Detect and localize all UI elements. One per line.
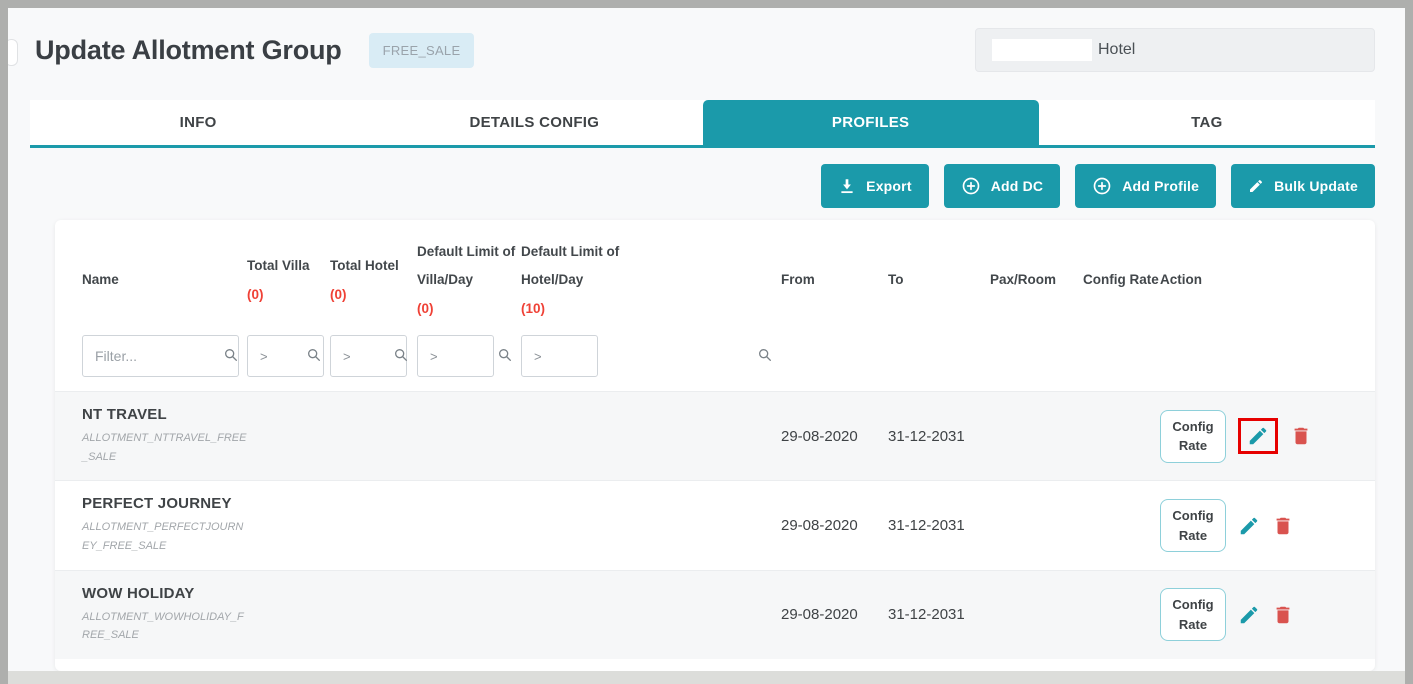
sidebar-handle[interactable] [8, 39, 18, 66]
total-villa-filter-input[interactable] [247, 335, 324, 378]
to-date: 31-12-2031 [888, 606, 965, 624]
tab-tag[interactable]: TAG [1191, 114, 1223, 131]
column-header-pax-room[interactable]: Pax/Room [990, 272, 1057, 288]
delete-trash-icon[interactable] [1272, 604, 1294, 626]
profile-code: ALLOTMENT_NTTRAVEL_FREE_SALE [82, 432, 247, 463]
config-rate-button[interactable]: Config Rate [1160, 499, 1226, 553]
table-row: NT TRAVEL ALLOTMENT_NTTRAVEL_FREE_SALE 2… [55, 391, 1375, 481]
profiles-table-card: Name Total Villa (0) Total Hotel (0) Def… [55, 220, 1375, 671]
magnifier-icon [757, 347, 773, 368]
profile-name: NT TRAVEL [82, 406, 167, 424]
add-dc-button-label: Add DC [990, 178, 1044, 194]
action-cell: Config Rate [1160, 499, 1348, 553]
magnifier-icon [306, 347, 322, 368]
column-header-to[interactable]: To [888, 272, 904, 288]
default-limit-hotel-filter [521, 335, 781, 378]
plus-circle-icon [961, 176, 981, 196]
filter-row [55, 327, 1375, 391]
action-cell: Config Rate [1160, 588, 1348, 642]
page-header: Update Allotment Group FREE_SALE Hotel [35, 28, 1375, 72]
add-dc-button[interactable]: Add DC [943, 164, 1061, 208]
to-date: 31-12-2031 [888, 517, 965, 535]
column-header-name[interactable]: Name [82, 272, 119, 288]
default-limit-hotel-filter-input[interactable] [521, 335, 598, 378]
column-header-total-hotel[interactable]: Total Hotel (0) [330, 252, 417, 309]
table-header-row: Name Total Villa (0) Total Hotel (0) Def… [55, 220, 1375, 327]
edit-highlight-box [1238, 418, 1278, 455]
delete-trash-icon[interactable] [1272, 515, 1294, 537]
tab-info[interactable]: INFO [179, 114, 217, 131]
table-row: WOW HOLIDAY ALLOTMENT_WOWHOLIDAY_FREE_SA… [55, 569, 1375, 660]
table-row: PERFECT JOURNEY ALLOTMENT_PERFECTJOURNEY… [55, 480, 1375, 569]
edit-pencil-icon[interactable] [1247, 425, 1269, 447]
property-type-label: Hotel [1098, 41, 1136, 58]
to-date: 31-12-2031 [888, 427, 965, 445]
default-limit-villa-filter [417, 335, 521, 378]
plus-circle-icon [1092, 176, 1112, 196]
profile-name: WOW HOLIDAY [82, 584, 195, 602]
window-bottom-strip [8, 671, 1405, 684]
name-cell: WOW HOLIDAY ALLOTMENT_WOWHOLIDAY_FREE_SA… [82, 585, 247, 645]
pencil-icon [1248, 178, 1264, 194]
delete-trash-icon[interactable] [1290, 425, 1312, 447]
action-cell: Config Rate [1160, 409, 1348, 463]
column-header-label: Default Limit of Villa/Day [417, 244, 516, 288]
total-hotel-filter [330, 335, 417, 378]
column-count: (0) [417, 300, 434, 316]
name-filter [82, 335, 247, 378]
column-count: (0) [247, 286, 264, 302]
config-rate-button[interactable]: Config Rate [1160, 409, 1226, 463]
magnifier-icon [497, 347, 513, 368]
column-header-default-limit-villa[interactable]: Default Limit of Villa/Day (0) [417, 238, 521, 323]
total-hotel-filter-input[interactable] [330, 335, 407, 378]
tab-profiles[interactable]: PROFILES [702, 100, 1039, 145]
edit-pencil-icon[interactable] [1238, 515, 1260, 537]
from-date: 29-08-2020 [781, 427, 858, 445]
add-profile-button-label: Add Profile [1122, 178, 1200, 194]
export-button-label: Export [866, 178, 912, 194]
page: Update Allotment Group FREE_SALE Hotel I… [8, 8, 1405, 671]
default-limit-villa-filter-input[interactable] [417, 335, 494, 378]
property-name-redacted [992, 39, 1092, 61]
tab-bar: INFO DETAILS CONFIG PROFILES TAG [30, 100, 1375, 148]
download-icon [838, 177, 856, 195]
property-selector[interactable]: Hotel [975, 28, 1375, 72]
config-rate-button[interactable]: Config Rate [1160, 588, 1226, 642]
column-header-action[interactable]: Action [1160, 272, 1202, 288]
profile-name: PERFECT JOURNEY [82, 495, 232, 513]
toolbar: Export Add DC Add Profile Bulk Update [30, 164, 1375, 208]
total-villa-filter [247, 335, 330, 378]
edit-pencil-icon[interactable] [1238, 604, 1260, 626]
column-header-total-villa[interactable]: Total Villa (0) [247, 252, 330, 309]
page-title: Update Allotment Group [35, 34, 342, 65]
magnifier-icon [223, 347, 239, 368]
magnifier-icon [393, 347, 409, 368]
add-profile-button[interactable]: Add Profile [1075, 164, 1217, 208]
profile-code: ALLOTMENT_WOWHOLIDAY_FREE_SALE [82, 610, 244, 642]
column-header-label: Total Villa [247, 258, 310, 274]
column-count: (0) [330, 286, 347, 302]
name-filter-input[interactable] [82, 335, 239, 378]
export-button[interactable]: Export [821, 164, 929, 208]
column-header-label: Total Hotel [330, 258, 399, 274]
from-date: 29-08-2020 [781, 517, 858, 535]
column-header-default-limit-hotel[interactable]: Default Limit of Hotel/Day (10) [521, 238, 781, 323]
column-header-config-rate[interactable]: Config Rate [1083, 272, 1159, 288]
from-date: 29-08-2020 [781, 606, 858, 624]
column-header-label: Default Limit of Hotel/Day [521, 244, 620, 288]
profile-code: ALLOTMENT_PERFECTJOURNEY_FREE_SALE [82, 521, 244, 553]
name-cell: PERFECT JOURNEY ALLOTMENT_PERFECTJOURNEY… [82, 495, 247, 555]
name-cell: NT TRAVEL ALLOTMENT_NTTRAVEL_FREE_SALE [82, 406, 247, 466]
bulk-update-button-label: Bulk Update [1274, 178, 1358, 194]
bulk-update-button[interactable]: Bulk Update [1231, 164, 1375, 208]
status-badge: FREE_SALE [368, 32, 475, 68]
tab-details-config[interactable]: DETAILS CONFIG [469, 114, 600, 131]
column-count: (10) [521, 300, 546, 316]
column-header-from[interactable]: From [781, 272, 815, 288]
